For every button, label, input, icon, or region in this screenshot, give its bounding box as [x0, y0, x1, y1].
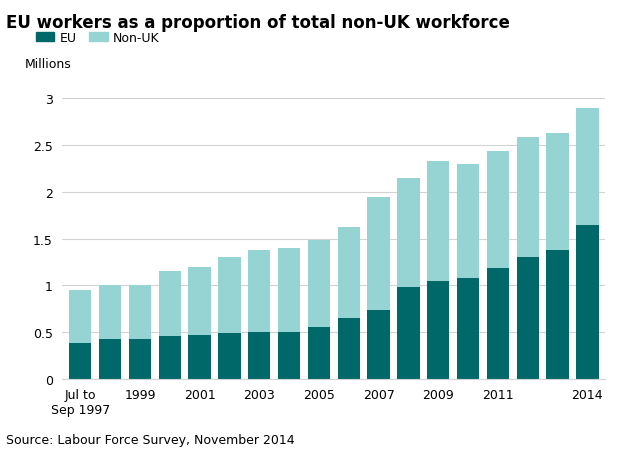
Bar: [188, 335, 211, 379]
Bar: [99, 339, 121, 379]
Bar: [517, 138, 539, 258]
Bar: [338, 318, 360, 379]
Bar: [487, 269, 509, 379]
Text: EU workers as a proportion of total non-UK workforce: EU workers as a proportion of total non-…: [6, 14, 510, 32]
Bar: [158, 336, 181, 379]
Bar: [576, 225, 598, 379]
Text: Millions: Millions: [24, 58, 71, 71]
Bar: [576, 109, 598, 225]
Bar: [397, 179, 419, 287]
Bar: [308, 241, 330, 327]
Bar: [547, 133, 568, 250]
Bar: [218, 333, 241, 379]
Text: Source: Labour Force Survey, November 2014: Source: Labour Force Survey, November 20…: [6, 433, 295, 446]
Bar: [218, 258, 241, 333]
Bar: [427, 281, 449, 379]
Bar: [457, 165, 479, 278]
Bar: [129, 285, 151, 339]
Bar: [248, 250, 270, 332]
Bar: [308, 327, 330, 379]
Bar: [397, 287, 419, 379]
Bar: [69, 290, 92, 343]
Legend: EU, Non-UK: EU, Non-UK: [31, 27, 164, 50]
Bar: [517, 258, 539, 379]
Bar: [457, 278, 479, 379]
Bar: [69, 343, 92, 379]
Bar: [368, 197, 390, 311]
Bar: [487, 152, 509, 269]
Bar: [188, 267, 211, 335]
Bar: [129, 339, 151, 379]
Bar: [248, 332, 270, 379]
Bar: [99, 285, 121, 339]
Bar: [278, 249, 300, 332]
Bar: [278, 332, 300, 379]
Bar: [338, 228, 360, 318]
Bar: [368, 311, 390, 379]
Bar: [427, 161, 449, 281]
Bar: [158, 272, 181, 336]
Bar: [547, 250, 568, 379]
